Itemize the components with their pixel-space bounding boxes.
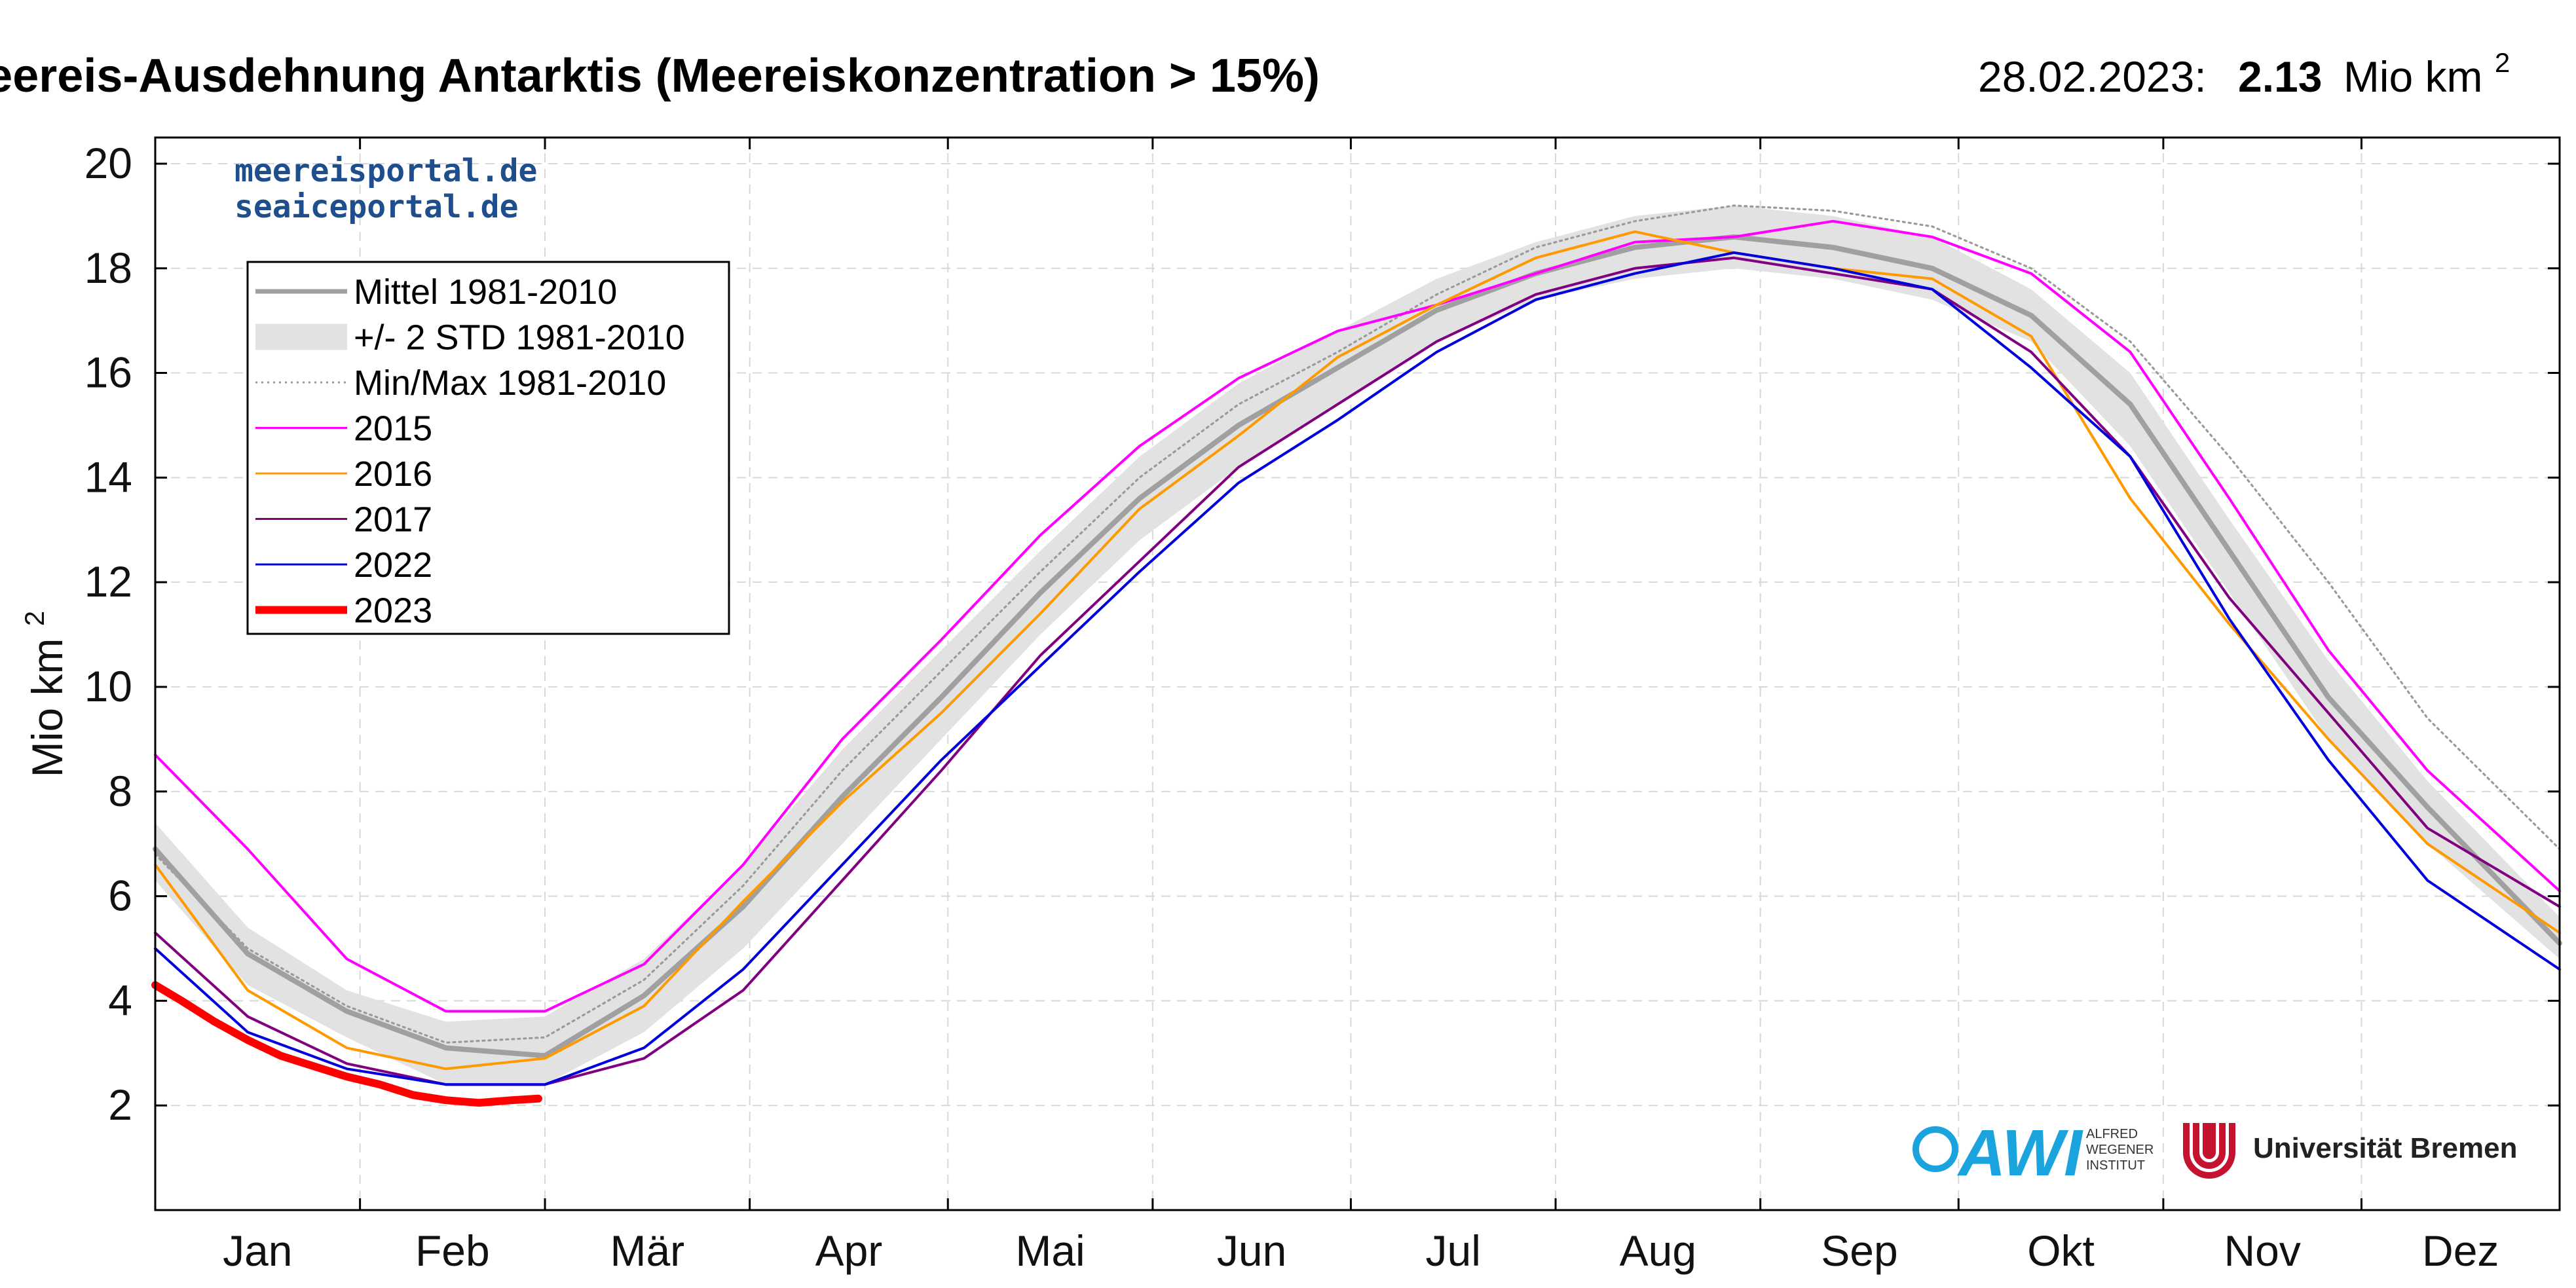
legend-item-2023: 2023 [255, 591, 432, 631]
y-axis-label-sup: 2 [19, 611, 50, 626]
uni-bremen-logo: Universität Bremen [2183, 1123, 2517, 1179]
series-max-1981-2010 [154, 204, 2561, 1044]
series-2015 [154, 219, 2561, 1013]
awi-text-3: INSTITUT [2086, 1158, 2145, 1173]
awi-globe-icon [1913, 1126, 1958, 1172]
y-tick-label-16: 16 [84, 348, 132, 397]
series-2023 [151, 981, 542, 1107]
y-tick-label-14: 14 [84, 452, 132, 501]
legend-item-2015-label: 2015 [354, 409, 432, 449]
portal-link-en[interactable]: seaiceportal.de [234, 189, 518, 225]
legend-item--2-std-1981-2010: +/- 2 STD 1981-2010 [255, 318, 685, 358]
awi-logo: AWI ALFRED WEGENER INSTITUT [1913, 1116, 2154, 1190]
y-tick-label-20: 20 [84, 139, 132, 187]
legend-item-2016-label: 2016 [354, 454, 432, 494]
y-axis-label-text: Mio km [23, 638, 71, 778]
x-tick-label-Mär: Mär [610, 1226, 685, 1275]
portal-link-de[interactable]: meereisportal.de [234, 153, 537, 189]
legend: Mittel 1981-2010 +/- 2 STD 1981-2010 Min/M… [246, 261, 730, 635]
x-tick-labels: Jan Feb Mär Apr Mai Jun Jul Aug Sep Okt Nov Dez [223, 138, 2499, 1275]
header-unit-sup: 2 [2495, 47, 2510, 78]
chart-title: Meereis-Ausdehnung Antarktis (Meereiskon… [0, 50, 1320, 102]
y-tick-label-4: 4 [108, 976, 132, 1024]
x-tick-label-Jun: Jun [1217, 1226, 1286, 1275]
x-tick-label-Sep: Sep [1821, 1226, 1897, 1275]
header-unit: Mio km [2343, 52, 2483, 101]
x-tick-label-Aug: Aug [1620, 1226, 1696, 1275]
legend-item-min-max-1981-2010: Min/Max 1981-2010 [255, 363, 666, 403]
series-std-band [155, 205, 2560, 1085]
legend-item-2017-label: 2017 [354, 500, 432, 540]
series-mittel-1981-2010 [153, 234, 2562, 1059]
legend-item--2-std-1981-2010-swatch [255, 323, 347, 350]
x-tick-label-Dez: Dez [2422, 1226, 2499, 1275]
awi-text-1: ALFRED [2086, 1127, 2138, 1141]
header-date: 28.02.2023: [1978, 52, 2207, 101]
x-tick-label-Apr: Apr [815, 1226, 883, 1275]
legend-item-mittel-1981-2010: Mittel 1981-2010 [255, 272, 617, 312]
x-tick-label-Jul: Jul [1426, 1226, 1481, 1275]
y-tick-labels: 2 4 6 8 10 12 14 16 18 20 [84, 139, 2560, 1129]
legend-item-2023-label: 2023 [354, 591, 432, 631]
legend-item-min-max-1981-2010-label: Min/Max 1981-2010 [354, 363, 666, 403]
x-tick-label-Mai: Mai [1015, 1226, 1085, 1275]
x-tick-label-Feb: Feb [415, 1226, 490, 1275]
legend-item-2016: 2016 [255, 454, 432, 494]
header-value: 2.13 [2238, 52, 2322, 101]
awi-letters: AWI [1956, 1116, 2083, 1190]
uni-bremen-name: Universität Bremen [2253, 1132, 2517, 1164]
legend-item-2022-label: 2022 [354, 545, 432, 585]
header-date-value: 28.02.2023: 2.13 Mio km 2 [1978, 47, 2510, 101]
series-2022 [154, 251, 2561, 1086]
y-axis-label: Mio km 2 [19, 611, 71, 777]
uni-bremen-icon [2183, 1123, 2235, 1179]
x-tick-label-Jan: Jan [223, 1226, 292, 1275]
legend-item--2-std-1981-2010-label: +/- 2 STD 1981-2010 [354, 318, 685, 358]
y-tick-label-6: 6 [108, 872, 132, 920]
awi-text-2: WEGENER [2086, 1143, 2154, 1157]
legend-item-2022: 2022 [255, 545, 432, 585]
y-tick-label-8: 8 [108, 767, 132, 815]
x-tick-label-Nov: Nov [2224, 1226, 2300, 1275]
y-tick-label-10: 10 [84, 662, 132, 710]
series-2016 [154, 230, 2561, 1071]
legend-item-mittel-1981-2010-label: Mittel 1981-2010 [354, 272, 617, 312]
y-tick-label-12: 12 [84, 557, 132, 606]
legend-item-2017: 2017 [255, 500, 432, 540]
y-tick-label-18: 18 [84, 244, 132, 292]
y-tick-label-2: 2 [108, 1080, 132, 1129]
x-tick-label-Okt: Okt [2027, 1226, 2095, 1275]
plot-frame [154, 136, 2561, 1211]
legend-item-2015: 2015 [255, 409, 432, 449]
